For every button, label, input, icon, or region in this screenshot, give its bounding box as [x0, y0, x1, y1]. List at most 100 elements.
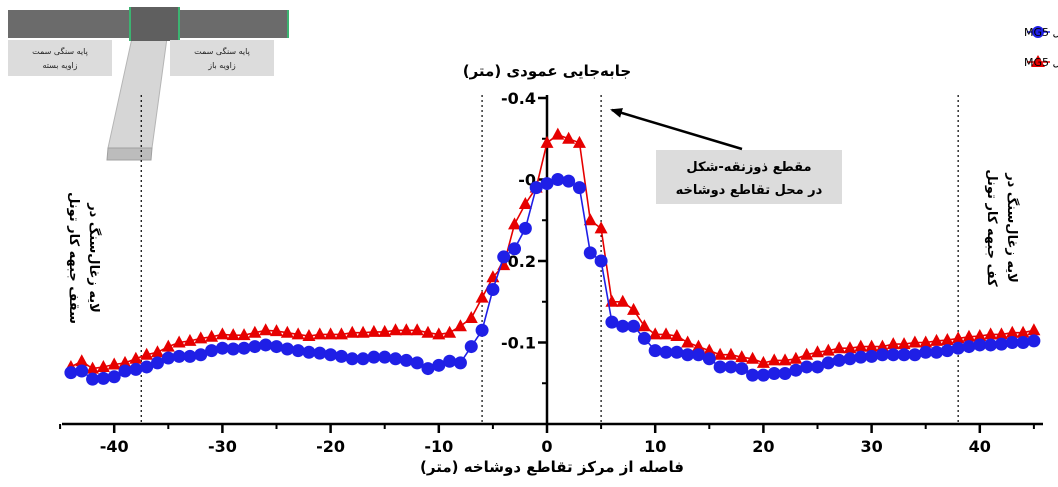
- data-point: [746, 351, 760, 364]
- data-point: [334, 327, 348, 340]
- data-point: [389, 323, 403, 336]
- y-axis-ticks: -0.1-0.2-0-0.4: [501, 89, 547, 385]
- data-point: [302, 345, 316, 359]
- data-point: [237, 328, 251, 341]
- data-point: [800, 360, 814, 374]
- data-point: [583, 213, 597, 226]
- data-point: [150, 345, 164, 358]
- data-point: [691, 348, 705, 362]
- x-tick-label: 30: [860, 437, 882, 456]
- legend-before-marker: [1032, 26, 1044, 38]
- data-point: [919, 345, 933, 359]
- data-point: [605, 315, 619, 329]
- y-tick-label: -0.4: [501, 89, 536, 108]
- data-point: [572, 135, 586, 148]
- data-point: [205, 344, 219, 358]
- data-point: [735, 350, 749, 363]
- data-point: [1027, 334, 1041, 348]
- x-tick-label: 0: [541, 437, 552, 456]
- data-point: [854, 339, 868, 352]
- data-point: [248, 340, 262, 354]
- data-point: [897, 348, 911, 362]
- data-point: [237, 341, 251, 355]
- data-point: [367, 324, 381, 337]
- legend-after-label: جابه‌جایی عمودی بعد از حفاری تونل MG5: [1024, 56, 1058, 69]
- data-point: [421, 362, 435, 376]
- center-annotation-box: [656, 150, 842, 204]
- data-point: [194, 331, 208, 344]
- data-point: [908, 348, 922, 362]
- data-point: [908, 335, 922, 348]
- data-point: [259, 338, 273, 352]
- data-point: [399, 353, 413, 367]
- data-point: [746, 368, 760, 382]
- data-point: [529, 181, 543, 195]
- data-point: [627, 302, 641, 315]
- data-point: [356, 352, 370, 366]
- tunnel-branch-end: [106, 147, 153, 161]
- data-point: [453, 356, 467, 370]
- data-point: [670, 328, 684, 341]
- data-point: [735, 362, 749, 376]
- data-point: [345, 352, 359, 366]
- data-point: [215, 341, 229, 355]
- data-point: [399, 323, 413, 336]
- data-point: [994, 327, 1008, 340]
- data-point: [508, 242, 522, 256]
- data-point: [843, 352, 857, 366]
- data-point: [886, 337, 900, 350]
- data-point: [410, 323, 424, 336]
- data-point: [627, 319, 641, 333]
- data-point: [962, 329, 976, 342]
- data-point: [984, 338, 998, 352]
- y-axis-title: جابه‌جایی عمودی (متر): [463, 62, 631, 80]
- pillar-open-label-line2: زاویه باز: [207, 61, 236, 70]
- data-point: [973, 338, 987, 352]
- x-tick-label: 10: [644, 437, 666, 456]
- data-point: [443, 354, 457, 368]
- data-point: [702, 343, 716, 356]
- data-point: [1016, 325, 1030, 338]
- y-tick-label: -0.1: [501, 334, 536, 353]
- data-point: [378, 324, 392, 337]
- right-layer-line1: لایه زغال‌سنگ در: [1004, 172, 1020, 283]
- data-point: [1005, 325, 1019, 338]
- data-point: [486, 283, 500, 297]
- data-point: [843, 341, 857, 354]
- x-tick-label: 40: [969, 437, 991, 456]
- data-point: [96, 359, 110, 372]
- left-layer-line2: سقف جبهه کار تونل: [66, 192, 81, 324]
- data-point: [1016, 336, 1030, 349]
- data-point: [475, 290, 489, 303]
- x-axis-title: فاصله از مرکز تقاطع دوشاخه (متر): [420, 458, 684, 476]
- data-point: [811, 345, 824, 358]
- data-point: [518, 221, 532, 235]
- center-annotation-line1: مقطع ذوزنقه-شکل: [686, 160, 811, 175]
- data-point: [756, 368, 770, 382]
- data-point: [140, 360, 154, 374]
- data-point: [248, 325, 262, 338]
- data-point: [183, 349, 197, 363]
- data-point: [800, 347, 814, 360]
- data-point: [410, 356, 424, 370]
- x-axis-ticks: -40 -30 -20 -10 0 10 20 30 40: [59, 424, 1035, 456]
- tunnel-schematic: پایه سنگی سمت زاویه بسته پایه سنگی سمت ز…: [8, 7, 289, 161]
- data-point: [118, 364, 132, 378]
- series-line: [70, 133, 1035, 370]
- data-point: [194, 348, 208, 362]
- tunnel-main-left: [8, 10, 130, 38]
- data-point: [464, 340, 478, 354]
- data-point: [919, 335, 933, 348]
- data-point: [962, 340, 976, 354]
- data-point: [259, 323, 273, 336]
- data-point: [767, 353, 781, 366]
- data-point: [984, 327, 998, 340]
- data-point: [475, 323, 489, 337]
- data-point: [659, 327, 673, 340]
- center-annotation-line2: در محل تقاطع دوشاخه: [676, 183, 823, 198]
- data-point: [313, 327, 327, 340]
- data-point: [951, 331, 965, 344]
- data-point: [334, 349, 348, 363]
- data-point: [865, 339, 879, 352]
- tunnel-junction: [130, 7, 179, 41]
